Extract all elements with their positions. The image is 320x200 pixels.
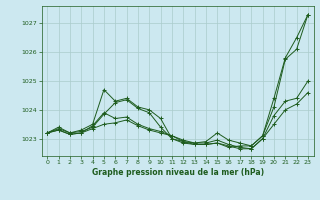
- X-axis label: Graphe pression niveau de la mer (hPa): Graphe pression niveau de la mer (hPa): [92, 168, 264, 177]
